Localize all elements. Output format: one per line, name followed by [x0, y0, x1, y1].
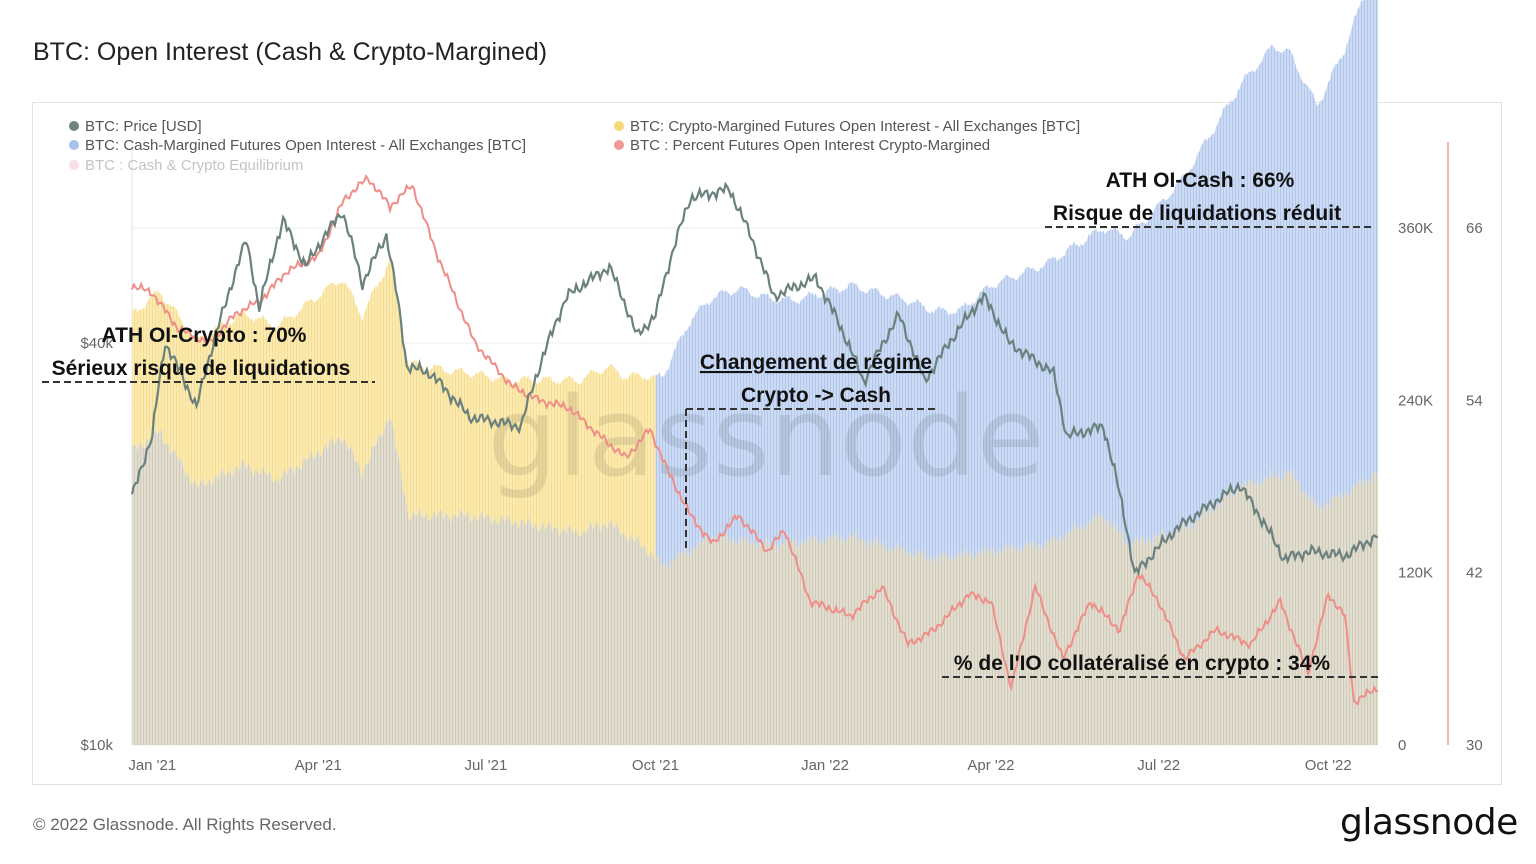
- legend-label-cash-oi: BTC: Cash-Margined Futures Open Interest…: [85, 137, 527, 154]
- x-tick-label: Apr '21: [295, 757, 342, 774]
- y-tick-label-oi: 240K: [1398, 392, 1433, 409]
- legend-equilibrium[interactable]: BTC : Cash & Crypto Equilibrium: [69, 157, 303, 174]
- legend-cash-oi[interactable]: BTC: Cash-Margined Futures Open Interest…: [69, 137, 526, 154]
- glassnode-logo[interactable]: glassnode: [1340, 802, 1518, 843]
- legend-label-equilibrium: BTC : Cash & Crypto Equilibrium: [85, 157, 304, 174]
- line-btc-price: [130, 181, 1379, 577]
- bar-texture-fill: [132, 0, 1378, 745]
- y-tick-label-percent: 54: [1466, 392, 1483, 409]
- legend-dot-percent: [614, 140, 624, 151]
- annotation-ath-crypto-1: ATH OI-Crypto : 70%: [102, 324, 307, 347]
- legend-dot-price: [69, 121, 79, 132]
- x-tick-label: Oct '22: [1305, 757, 1352, 774]
- annotation-ath-cash-2: Risque de liquidations réduit: [1053, 202, 1341, 225]
- legend-price[interactable]: BTC: Price [USD]: [69, 118, 202, 135]
- y-tick-label-oi: 360K: [1398, 220, 1433, 237]
- annotation-regime-1: Changement de régime: [700, 351, 932, 374]
- legend-label-crypto-oi: BTC: Crypto-Margined Futures Open Intere…: [630, 118, 1081, 135]
- chart-frame: [32, 102, 1502, 785]
- line-layer: [130, 174, 1379, 706]
- legend-dot-crypto-oi: [614, 121, 624, 132]
- y-tick-label-price: $10k: [80, 737, 113, 754]
- legend-dot-equilibrium: [69, 160, 79, 171]
- legend-label-percent: BTC : Percent Futures Open Interest Cryp…: [630, 137, 991, 154]
- bar-texture: [132, 0, 1378, 745]
- y-tick-label-oi: 120K: [1398, 565, 1433, 582]
- y-tick-label-percent: 30: [1466, 737, 1483, 754]
- x-tick-label: Jul '21: [464, 757, 507, 774]
- legend-percent[interactable]: BTC : Percent Futures Open Interest Cryp…: [614, 137, 990, 154]
- legend-dot-cash-oi: [69, 140, 79, 151]
- line-percent-crypto-margined: [131, 174, 1379, 706]
- y-tick-label-price: $40k: [80, 335, 113, 352]
- page-title: BTC: Open Interest (Cash & Crypto-Margin…: [33, 38, 548, 66]
- x-tick-label: Oct '21: [632, 757, 679, 774]
- annotation-ath-cash-1: ATH OI-Cash : 66%: [1106, 169, 1295, 192]
- x-tick-label: Jan '21: [128, 757, 176, 774]
- annotation-pct-crypto: % de l'IO collatéralisé en crypto : 34%: [954, 652, 1330, 675]
- y-tick-label-percent: 66: [1466, 220, 1483, 237]
- annotation-ath-crypto-2: Sérieux risque de liquidations: [52, 357, 351, 380]
- x-tick-label: Apr '22: [967, 757, 1014, 774]
- x-tick-label: Jan '22: [801, 757, 849, 774]
- y-tick-label-percent: 42: [1466, 565, 1483, 582]
- footer-copyright: © 2022 Glassnode. All Rights Reserved.: [33, 815, 337, 834]
- y-tick-label-oi: 0: [1398, 737, 1406, 754]
- x-tick-label: Jul '22: [1137, 757, 1180, 774]
- watermark: glassnode: [488, 373, 1045, 501]
- axes: Jan '21 Apr '21 Jul '21 Oct '21 Jan '22 Apr '…: [80, 142, 1483, 774]
- legend-label-price: BTC: Price [USD]: [85, 118, 202, 135]
- legend-crypto-oi[interactable]: BTC: Crypto-Margined Futures Open Intere…: [614, 118, 1080, 135]
- annotations: ATH OI-Cash : 66% Risque de liquidations…: [42, 169, 1380, 678]
- annotation-regime-2: Crypto -> Cash: [741, 384, 891, 407]
